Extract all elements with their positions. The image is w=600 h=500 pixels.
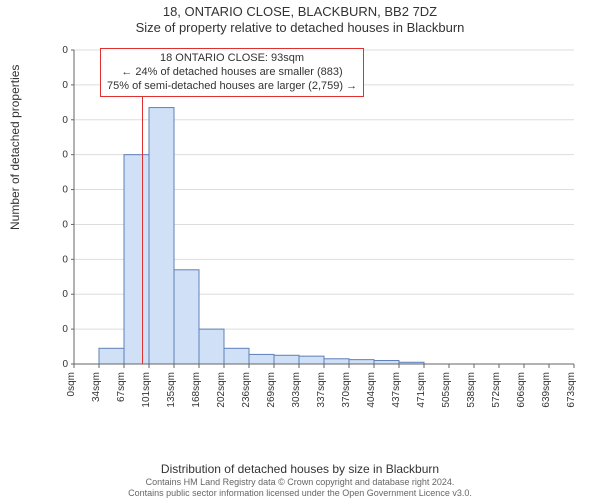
x-axis-label: Distribution of detached houses by size …	[0, 462, 600, 476]
x-tick-label: 370sqm	[341, 372, 352, 408]
x-tick-label: 236sqm	[241, 372, 252, 408]
histogram-bar	[224, 348, 249, 364]
y-tick-label: 400	[62, 289, 68, 300]
x-tick-label: 135sqm	[166, 372, 177, 408]
chart-title-block: 18, ONTARIO CLOSE, BLACKBURN, BB2 7DZ Si…	[0, 0, 600, 37]
x-tick-label: 538sqm	[466, 372, 477, 408]
footer-line-2: Contains public sector information licen…	[0, 488, 600, 498]
x-tick-label: 269sqm	[266, 372, 277, 408]
x-tick-label: 303sqm	[291, 372, 302, 408]
x-tick-label: 0sqm	[66, 372, 77, 396]
histogram-bar	[274, 355, 299, 364]
y-tick-label: 200	[62, 324, 68, 335]
x-tick-label: 101sqm	[141, 372, 152, 408]
x-tick-label: 168sqm	[191, 372, 202, 408]
x-tick-label: 67sqm	[116, 372, 127, 402]
chart-area: 0 200 400 600 800 1000 1200 1400 1600 1800 0sqm 34s…	[62, 44, 582, 424]
x-tick-label: 404sqm	[366, 372, 377, 408]
x-tick-label: 606sqm	[516, 372, 527, 408]
annotation-box: 18 ONTARIO CLOSE: 93sqm ← 24% of detache…	[100, 48, 364, 97]
y-tick-label: 1400	[62, 115, 68, 126]
histogram-bar	[199, 329, 224, 364]
title-line2: Size of property relative to detached ho…	[0, 20, 600, 36]
histogram-bar	[324, 359, 349, 364]
histogram-bar	[249, 354, 274, 364]
y-tick-label: 1800	[62, 45, 68, 56]
y-tick-label: 600	[62, 254, 68, 265]
y-tick-label: 1200	[62, 150, 68, 161]
footer-line-1: Contains HM Land Registry data © Crown c…	[0, 477, 600, 487]
x-tick-label: 34sqm	[91, 372, 102, 402]
x-tick-label: 639sqm	[541, 372, 552, 408]
histogram-bar	[174, 270, 199, 364]
annotation-line-1: 18 ONTARIO CLOSE: 93sqm	[107, 52, 357, 66]
x-tick-label: 437sqm	[391, 372, 402, 408]
annotation-line-3: 75% of semi-detached houses are larger (…	[107, 80, 357, 94]
histogram-bar	[99, 348, 124, 364]
x-tick-label: 505sqm	[441, 372, 452, 408]
x-tick-label: 673sqm	[566, 372, 577, 408]
y-tick-label: 800	[62, 219, 68, 230]
histogram-bar	[349, 360, 374, 364]
annotation-line-2: ← 24% of detached houses are smaller (88…	[107, 66, 357, 80]
y-axis-label: Number of detached properties	[8, 65, 22, 230]
y-tick-label: 0	[62, 359, 68, 370]
y-tick-label: 1600	[62, 80, 68, 91]
histogram-bar	[299, 356, 324, 364]
x-tick-label: 572sqm	[491, 372, 502, 408]
histogram-plot: 0 200 400 600 800 1000 1200 1400 1600 1800 0sqm 34s…	[62, 44, 582, 424]
y-tick-label: 1000	[62, 185, 68, 196]
x-tick-label: 471sqm	[416, 372, 427, 408]
title-line1: 18, ONTARIO CLOSE, BLACKBURN, BB2 7DZ	[0, 4, 600, 20]
x-tick-label: 202sqm	[216, 372, 227, 408]
footer: Contains HM Land Registry data © Crown c…	[0, 477, 600, 498]
histogram-bar	[374, 361, 399, 364]
histogram-bar	[149, 108, 174, 364]
x-tick-label: 337sqm	[316, 372, 327, 408]
histogram-bar	[124, 155, 149, 364]
